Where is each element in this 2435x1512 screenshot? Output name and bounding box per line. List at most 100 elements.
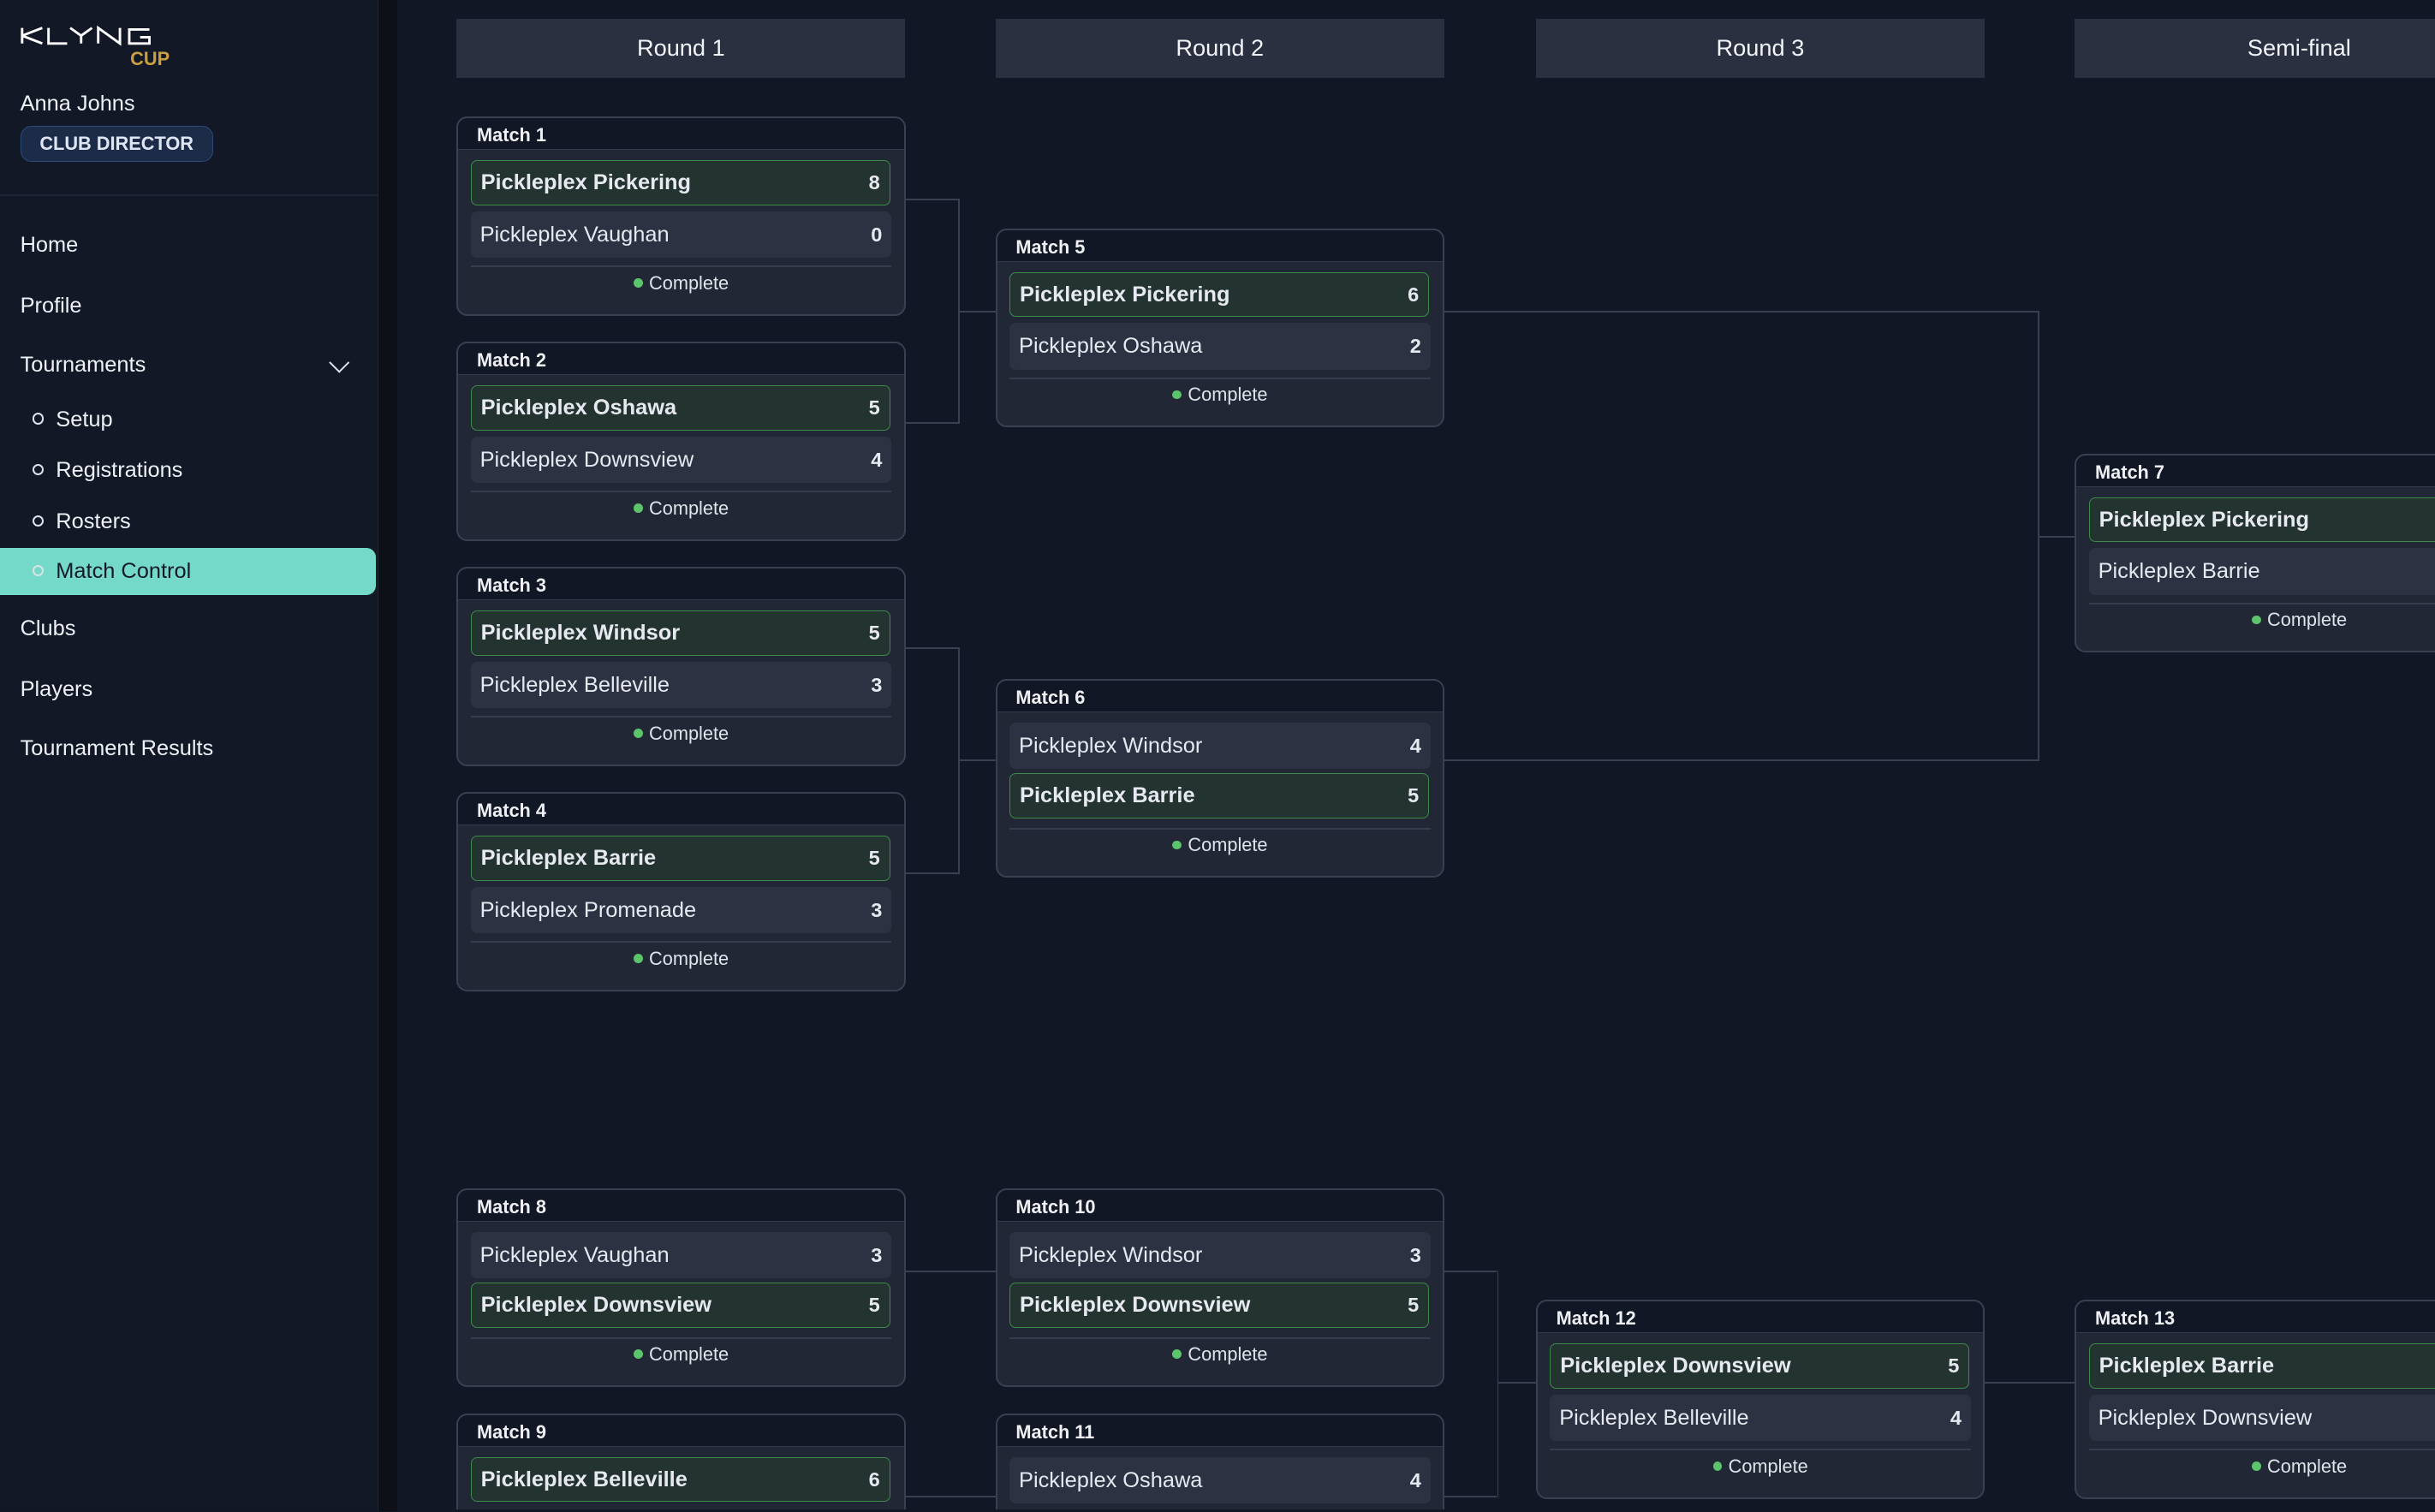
match-title: Match 1 [458, 118, 904, 151]
team-score: 5 [868, 847, 880, 869]
team-row[interactable]: Pickleplex Vaughan 3 [470, 1231, 892, 1278]
match-card[interactable]: Match 10 Pickleplex Windsor 3 Pickleplex Do… [995, 1188, 1445, 1388]
team-row-winner[interactable]: Pickleplex Windsor 5 [470, 610, 890, 656]
role-badge: CLUB DIRECTOR [20, 125, 213, 162]
match-card[interactable]: Match 9 Pickleplex Belleville 6 [456, 1413, 906, 1510]
team-row[interactable]: Pickleplex Downsview 4 [470, 436, 892, 484]
match-card[interactable]: Match 13 Pickleplex Barrie Pickleplex Down… [2075, 1300, 2435, 1499]
nav-profile[interactable]: Profile [20, 293, 82, 318]
status-dot-icon [633, 1349, 643, 1360]
bracket-connector [1497, 1270, 1499, 1497]
divider [0, 193, 378, 196]
match-title: Match 4 [458, 794, 904, 826]
nav-home[interactable]: Home [20, 233, 79, 258]
circle-icon [33, 565, 45, 577]
team-row-winner[interactable]: Pickleplex Downsview 5 [470, 1283, 890, 1329]
team-name: Pickleplex Windsor [1019, 733, 1203, 758]
nav-tournaments[interactable]: Tournaments [20, 352, 146, 377]
team-row[interactable]: Pickleplex Belleville 3 [470, 661, 892, 709]
round-header: Round 3 [1535, 18, 1986, 78]
circle-icon [33, 464, 45, 476]
team-name: Pickleplex Downsview [1560, 1354, 1791, 1378]
bracket-connector [905, 1495, 996, 1497]
status-dot-icon [1172, 840, 1182, 850]
status-dot-icon [633, 277, 643, 288]
nav-rosters[interactable]: Rosters [0, 498, 376, 545]
team-row-winner[interactable]: Pickleplex Downsview 5 [1550, 1343, 1970, 1389]
team-name: Pickleplex Barrie [480, 846, 657, 870]
team-row[interactable]: Pickleplex Barrie [2088, 548, 2435, 595]
divider [470, 941, 892, 944]
circle-icon [33, 515, 45, 527]
match-card[interactable]: Match 11 Pickleplex Oshawa 4 [995, 1413, 1445, 1510]
match-card[interactable]: Match 1 Pickleplex Pickering 8 Pickleplex V… [456, 116, 906, 316]
match-card[interactable]: Match 3 Pickleplex Windsor 5 Pickleplex Bel… [456, 567, 906, 766]
team-name: Pickleplex Oshawa [1019, 1467, 1203, 1492]
team-score: 4 [1409, 1468, 1421, 1491]
bracket-connector [1497, 1382, 1536, 1384]
match-card[interactable]: Match 2 Pickleplex Oshawa 5 Pickleplex Down… [456, 342, 906, 541]
team-score: 5 [1408, 784, 1420, 807]
team-row[interactable]: Pickleplex Windsor 3 [1009, 1231, 1431, 1278]
klyng-cup-logo[interactable]: CUP [20, 25, 173, 75]
team-score: 3 [1409, 1243, 1421, 1266]
status-dot-icon [1712, 1461, 1723, 1471]
team-row-winner[interactable]: Pickleplex Barrie 5 [470, 836, 890, 881]
match-title: Match 3 [458, 568, 904, 601]
team-row[interactable]: Pickleplex Oshawa 4 [1009, 1456, 1431, 1503]
round-header: Semi-final [2075, 18, 2435, 78]
match-card[interactable]: Match 4 Pickleplex Barrie 5 Pickleplex Prom… [456, 792, 906, 991]
status-dot-icon [633, 728, 643, 738]
nav-players[interactable]: Players [20, 676, 93, 701]
team-row-winner[interactable]: Pickleplex Barrie 5 [1009, 773, 1430, 819]
team-row-winner[interactable]: Pickleplex Pickering [2088, 497, 2435, 543]
nav-setup[interactable]: Setup [0, 396, 376, 443]
team-name: Pickleplex Pickering [2099, 507, 2310, 532]
match-title: Match 10 [997, 1189, 1444, 1222]
divider [1009, 377, 1431, 379]
match-card[interactable]: Match 5 Pickleplex Pickering 6 Pickleplex O… [995, 228, 1445, 428]
team-score: 8 [868, 171, 880, 193]
team-row-winner[interactable]: Pickleplex Downsview 5 [1009, 1283, 1430, 1329]
status-text: Complete [649, 722, 729, 744]
team-name: Pickleplex Downsview [479, 447, 694, 472]
status-dot-icon [1172, 390, 1182, 400]
team-name: Pickleplex Oshawa [1019, 334, 1203, 359]
team-row[interactable]: Pickleplex Belleville 4 [1550, 1394, 1971, 1442]
team-name: Pickleplex Downsview [2098, 1405, 2313, 1430]
team-name: Pickleplex Windsor [480, 621, 681, 645]
match-card[interactable]: Match 12 Pickleplex Downsview 5 Pickleplex … [1535, 1300, 1986, 1499]
team-row[interactable]: Pickleplex Oshawa 2 [1009, 323, 1431, 370]
nav-label: Setup [56, 407, 113, 432]
nav-registrations[interactable]: Registrations [0, 447, 376, 493]
bracket-connector [905, 1270, 996, 1272]
divider [1009, 827, 1431, 830]
status-dot-icon [2251, 1461, 2261, 1471]
match-card[interactable]: Match 8 Pickleplex Vaughan 3 Pickleplex Dow… [456, 1188, 906, 1388]
bracket-connector [1985, 1382, 2075, 1384]
nav-label: Rosters [56, 509, 131, 534]
team-row[interactable]: Pickleplex Windsor 4 [1009, 722, 1431, 769]
team-score: 4 [871, 448, 883, 471]
status-text: Complete [649, 497, 729, 519]
chevron-down-icon[interactable] [329, 352, 350, 373]
match-title: Match 5 [997, 229, 1444, 262]
team-row[interactable]: Pickleplex Promenade 3 [470, 886, 892, 934]
team-score: 5 [1408, 1294, 1420, 1317]
team-name: Pickleplex Belleville [479, 672, 670, 697]
team-row-winner[interactable]: Pickleplex Barrie [2088, 1343, 2435, 1389]
team-score: 3 [871, 898, 883, 921]
match-card[interactable]: Match 6 Pickleplex Windsor 4 Pickleplex Bar… [995, 678, 1445, 878]
team-row-winner[interactable]: Pickleplex Pickering 6 [1009, 271, 1430, 318]
team-row-winner[interactable]: Pickleplex Oshawa 5 [470, 385, 890, 431]
match-status: Complete [458, 723, 904, 745]
team-row[interactable]: Pickleplex Downsview [2088, 1394, 2435, 1442]
nav-clubs[interactable]: Clubs [20, 616, 76, 641]
match-card[interactable]: Match 7 Pickleplex Pickering Pickleplex Ba… [2075, 453, 2435, 653]
team-row-winner[interactable]: Pickleplex Pickering 8 [470, 160, 890, 205]
team-row[interactable]: Pickleplex Vaughan 0 [470, 211, 892, 259]
team-score: 3 [871, 673, 883, 696]
team-row-winner[interactable]: Pickleplex Belleville 6 [470, 1456, 890, 1503]
nav-match-control[interactable]: Match Control [0, 548, 376, 595]
nav-tournament-results[interactable]: Tournament Results [20, 735, 214, 760]
